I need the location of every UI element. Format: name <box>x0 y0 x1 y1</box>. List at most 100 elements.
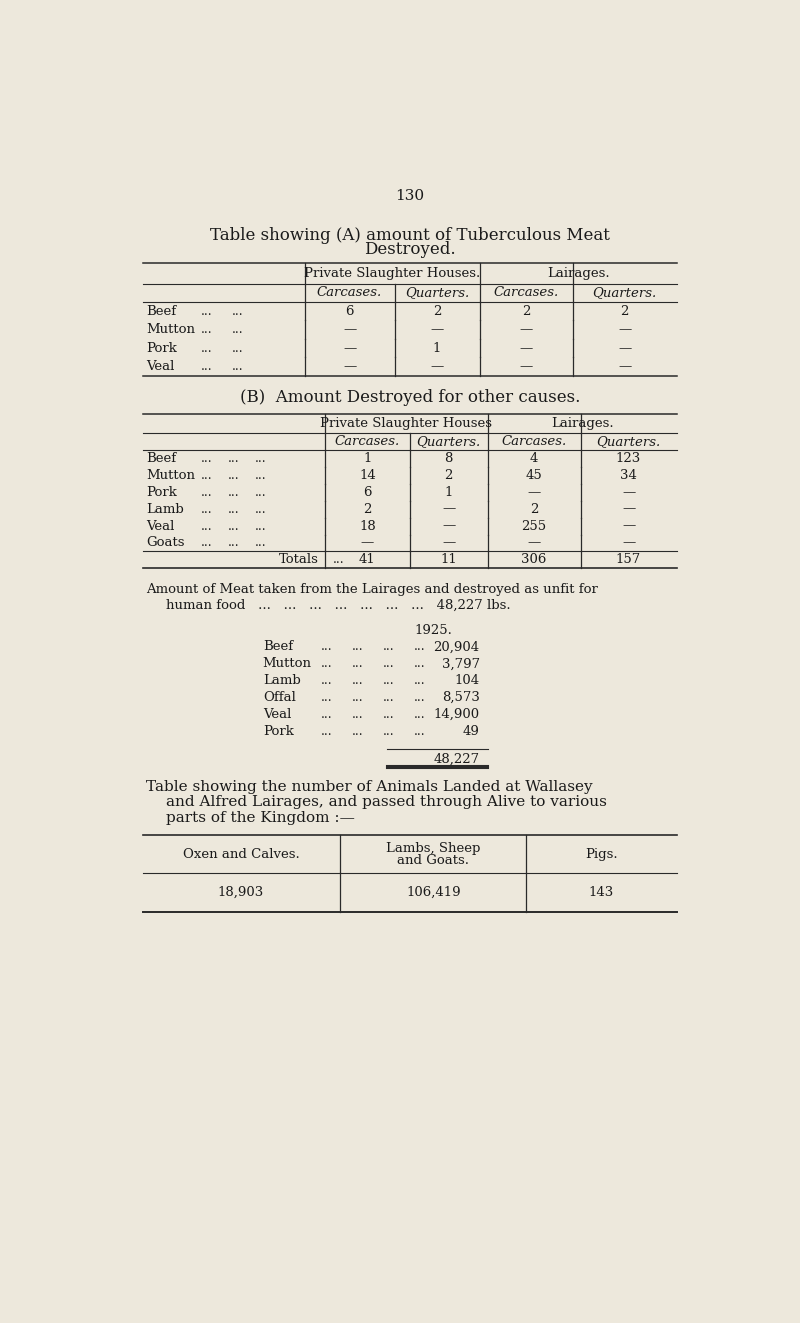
Text: Lambs, Sheep: Lambs, Sheep <box>386 843 481 855</box>
Text: 18,903: 18,903 <box>218 886 264 900</box>
Text: —: — <box>520 360 533 373</box>
Text: Veal: Veal <box>146 520 175 533</box>
Text: —: — <box>622 486 635 499</box>
Text: —: — <box>618 323 631 336</box>
Text: 106,419: 106,419 <box>406 886 461 900</box>
Text: Destroyed.: Destroyed. <box>364 241 456 258</box>
Text: ...: ... <box>228 486 239 499</box>
Text: Lamb: Lamb <box>146 503 184 516</box>
Text: 2: 2 <box>363 503 371 516</box>
Text: Goats: Goats <box>146 537 185 549</box>
Text: —: — <box>442 520 455 533</box>
Text: Beef: Beef <box>146 304 177 318</box>
Text: —: — <box>622 520 635 533</box>
Text: 14: 14 <box>359 468 376 482</box>
Text: 255: 255 <box>522 520 546 533</box>
Text: ...: ... <box>232 304 243 318</box>
Text: ...: ... <box>383 675 394 688</box>
Text: ...: ... <box>228 537 239 549</box>
Text: ...: ... <box>255 537 266 549</box>
Text: Mutton: Mutton <box>146 468 195 482</box>
Text: Offal: Offal <box>262 691 296 704</box>
Text: Mutton: Mutton <box>262 658 312 671</box>
Text: Private Slaughter Houses: Private Slaughter Houses <box>320 417 492 430</box>
Text: ...: ... <box>228 468 239 482</box>
Text: ...: ... <box>321 725 333 738</box>
Text: —: — <box>520 341 533 355</box>
Text: ...: ... <box>414 675 426 688</box>
Text: Quarters.: Quarters. <box>597 435 661 448</box>
Text: —: — <box>430 323 444 336</box>
Text: 8,573: 8,573 <box>442 691 480 704</box>
Text: Pigs.: Pigs. <box>585 848 618 860</box>
Text: ...: ... <box>321 640 333 654</box>
Text: ...: ... <box>255 451 266 464</box>
Text: —: — <box>520 323 533 336</box>
Text: Veal: Veal <box>262 708 291 721</box>
Text: Pork: Pork <box>262 725 294 738</box>
Text: human food   ...   ...   ...   ...   ...   ...   ...   48,227 lbs.: human food ... ... ... ... ... ... ... 4… <box>166 599 510 611</box>
Text: ...: ... <box>383 640 394 654</box>
Text: ...: ... <box>201 520 212 533</box>
Text: Lamb: Lamb <box>262 675 301 688</box>
Text: Pork: Pork <box>146 341 178 355</box>
Text: ...: ... <box>352 640 363 654</box>
Text: 157: 157 <box>616 553 641 566</box>
Text: —: — <box>527 486 541 499</box>
Text: ...: ... <box>383 708 394 721</box>
Text: —: — <box>361 537 374 549</box>
Text: ...: ... <box>321 675 333 688</box>
Text: 1925.: 1925. <box>414 623 452 636</box>
Text: ...: ... <box>201 360 212 373</box>
Text: ...: ... <box>228 503 239 516</box>
Text: Veal: Veal <box>146 360 175 373</box>
Text: 1: 1 <box>445 486 453 499</box>
Text: ...: ... <box>201 468 212 482</box>
Text: ...: ... <box>228 520 239 533</box>
Text: ...: ... <box>352 658 363 671</box>
Text: 306: 306 <box>522 553 546 566</box>
Text: Carcases.: Carcases. <box>334 435 400 448</box>
Text: —: — <box>622 537 635 549</box>
Text: ...: ... <box>352 675 363 688</box>
Text: 45: 45 <box>526 468 542 482</box>
Text: Table showing the number of Animals Landed at Wallasey: Table showing the number of Animals Land… <box>146 781 593 794</box>
Text: —: — <box>442 503 455 516</box>
Text: Mutton: Mutton <box>146 323 195 336</box>
Text: 11: 11 <box>440 553 457 566</box>
Text: ...: ... <box>232 341 243 355</box>
Text: 20,904: 20,904 <box>434 640 480 654</box>
Text: ...: ... <box>201 341 212 355</box>
Text: 130: 130 <box>395 189 425 202</box>
Text: 104: 104 <box>454 675 480 688</box>
Text: ...: ... <box>414 691 426 704</box>
Text: 2: 2 <box>621 304 629 318</box>
Text: ...: ... <box>321 708 333 721</box>
Text: ...: ... <box>321 658 333 671</box>
Text: ...: ... <box>232 323 243 336</box>
Text: ...: ... <box>201 503 212 516</box>
Text: ...: ... <box>201 537 212 549</box>
Text: ...: ... <box>201 451 212 464</box>
Text: ...: ... <box>255 468 266 482</box>
Text: (B)  Amount Destroyed for other causes.: (B) Amount Destroyed for other causes. <box>240 389 580 406</box>
Text: ...: ... <box>321 691 333 704</box>
Text: ...: ... <box>383 658 394 671</box>
Text: Table showing (A) amount of Tuberculous Meat: Table showing (A) amount of Tuberculous … <box>210 228 610 245</box>
Text: —: — <box>430 360 444 373</box>
Text: 2: 2 <box>445 468 453 482</box>
Text: —: — <box>618 341 631 355</box>
Text: 41: 41 <box>359 553 376 566</box>
Text: Amount of Meat taken from the Lairages and destroyed as unfit for: Amount of Meat taken from the Lairages a… <box>146 583 598 597</box>
Text: —: — <box>343 323 356 336</box>
Text: 8: 8 <box>445 451 453 464</box>
Text: ...: ... <box>352 691 363 704</box>
Text: 6: 6 <box>346 304 354 318</box>
Text: ...: ... <box>255 486 266 499</box>
Text: ...: ... <box>255 503 266 516</box>
Text: 1: 1 <box>433 341 442 355</box>
Text: —: — <box>343 360 356 373</box>
Text: ...: ... <box>414 658 426 671</box>
Text: 14,900: 14,900 <box>434 708 480 721</box>
Text: Quarters.: Quarters. <box>417 435 481 448</box>
